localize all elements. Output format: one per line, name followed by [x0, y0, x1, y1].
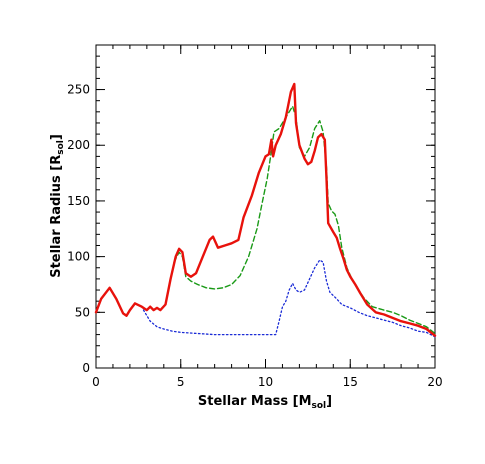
y-axis-title-subscript: sol [56, 140, 66, 155]
x-axis-title-main: Stellar Mass [M [198, 394, 312, 409]
series-line-solid [94, 82, 437, 337]
x-tick-label: 5 [177, 375, 185, 389]
y-tick-label: 150 [67, 194, 90, 208]
y-axis-title-main: Stellar Radius [R [49, 155, 64, 278]
plot-area [94, 82, 437, 338]
axis-ticks [95, 44, 436, 369]
x-tick-label: 0 [92, 375, 100, 389]
y-axis-title: Stellar Radius [Rsol] [49, 134, 66, 278]
series-line-dashed [173, 105, 436, 335]
x-axis-title-suffix: ] [326, 394, 332, 409]
y-tick-label: 50 [75, 305, 90, 319]
y-tick-label: 250 [67, 83, 90, 97]
x-tick-label: 10 [258, 375, 273, 389]
x-axis-title-subscript: sol [312, 401, 327, 411]
y-tick-label: 0 [82, 361, 90, 375]
series-line-dotted [142, 259, 436, 338]
plot-frame [95, 44, 436, 369]
y-tick-label: 100 [67, 250, 90, 264]
x-tick-label: 20 [427, 375, 442, 389]
y-tick-label: 200 [67, 138, 90, 152]
x-tick-label: 15 [343, 375, 358, 389]
y-axis-title-suffix: ] [49, 134, 64, 140]
x-axis-title: Stellar Mass [Msol] [198, 394, 332, 411]
